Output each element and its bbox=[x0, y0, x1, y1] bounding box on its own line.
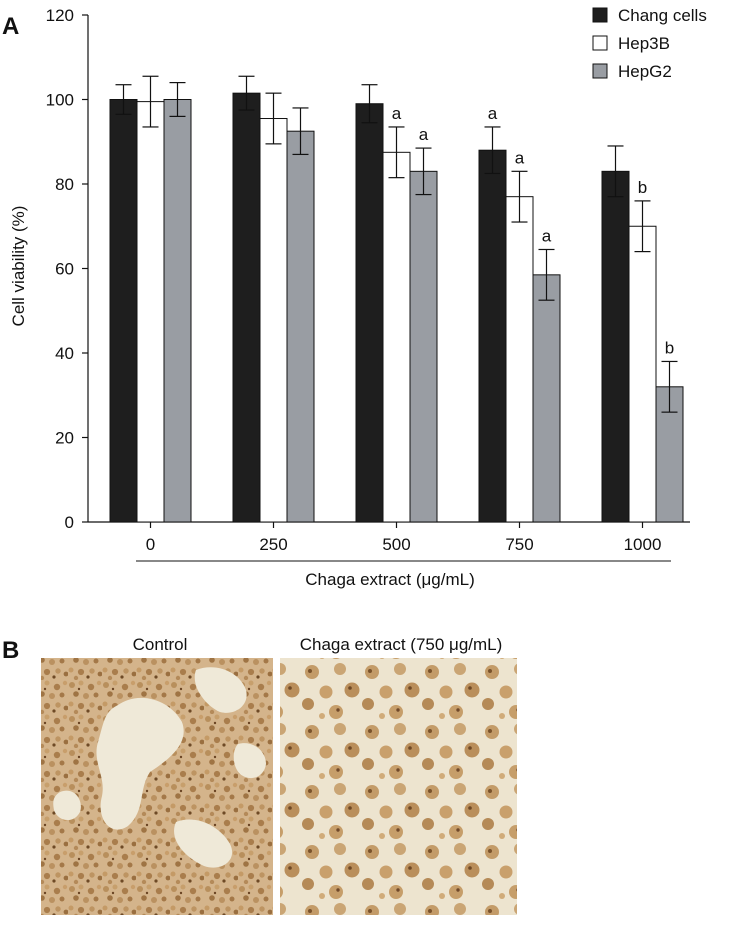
micrograph-control: Control bbox=[41, 635, 273, 915]
bar bbox=[532, 274, 561, 523]
bar bbox=[601, 170, 630, 523]
bar bbox=[478, 149, 507, 523]
x-tick-label: 0 bbox=[146, 535, 155, 554]
bar bbox=[505, 196, 534, 523]
chaga-caption: Chaga extract (750 μg/mL) bbox=[300, 635, 503, 654]
significance-label: a bbox=[488, 104, 498, 123]
panel-b-label: B bbox=[2, 637, 19, 664]
y-tick-label: 40 bbox=[55, 344, 74, 363]
y-tick-label: 100 bbox=[46, 91, 74, 110]
significance-label: a bbox=[515, 148, 525, 167]
y-tick-label: 20 bbox=[55, 429, 74, 448]
legend-swatch bbox=[592, 7, 608, 23]
bar bbox=[136, 101, 165, 523]
bar bbox=[109, 99, 138, 523]
y-tick-label: 0 bbox=[65, 513, 74, 532]
bar bbox=[409, 170, 438, 523]
control-photo-gaps bbox=[53, 667, 266, 868]
x-tick-label: 1000 bbox=[624, 535, 662, 554]
significance-label: b bbox=[638, 178, 647, 197]
bar bbox=[259, 118, 288, 523]
y-tick-label: 60 bbox=[55, 260, 74, 279]
legend-swatch bbox=[592, 63, 608, 79]
chaga-photo bbox=[280, 658, 517, 915]
bar bbox=[286, 130, 315, 523]
chart-legend: Chang cells Hep3B HepG2 bbox=[592, 6, 707, 81]
legend-label: Chang cells bbox=[618, 6, 707, 25]
bar bbox=[628, 225, 657, 523]
y-axis-title: Cell viability (%) bbox=[9, 206, 28, 327]
x-tick-group: 0 250 500 750 1000 bbox=[146, 522, 662, 554]
bar bbox=[382, 151, 411, 523]
bar bbox=[355, 103, 384, 523]
bar bbox=[163, 99, 192, 523]
y-tick-label: 80 bbox=[55, 175, 74, 194]
x-tick-label: 500 bbox=[382, 535, 410, 554]
significance-label: b bbox=[665, 338, 674, 357]
control-caption: Control bbox=[133, 635, 188, 654]
micrograph-chaga: Chaga extract (750 μg/mL) bbox=[280, 635, 517, 915]
significance-label: a bbox=[419, 125, 429, 144]
panel-a-label: A bbox=[2, 13, 19, 40]
x-tick-label: 250 bbox=[259, 535, 287, 554]
bar bbox=[232, 92, 261, 523]
y-tick-label: 120 bbox=[46, 6, 74, 25]
legend-label: Hep3B bbox=[618, 34, 670, 53]
significance-label: a bbox=[392, 104, 402, 123]
y-tick-group: 0 20 40 60 80 100 120 bbox=[46, 6, 88, 532]
x-axis-title: Chaga extract (μg/mL) bbox=[305, 570, 474, 589]
legend-swatch bbox=[592, 35, 608, 51]
x-tick-label: 750 bbox=[505, 535, 533, 554]
significance-label: a bbox=[542, 226, 552, 245]
legend-label: HepG2 bbox=[618, 62, 672, 81]
